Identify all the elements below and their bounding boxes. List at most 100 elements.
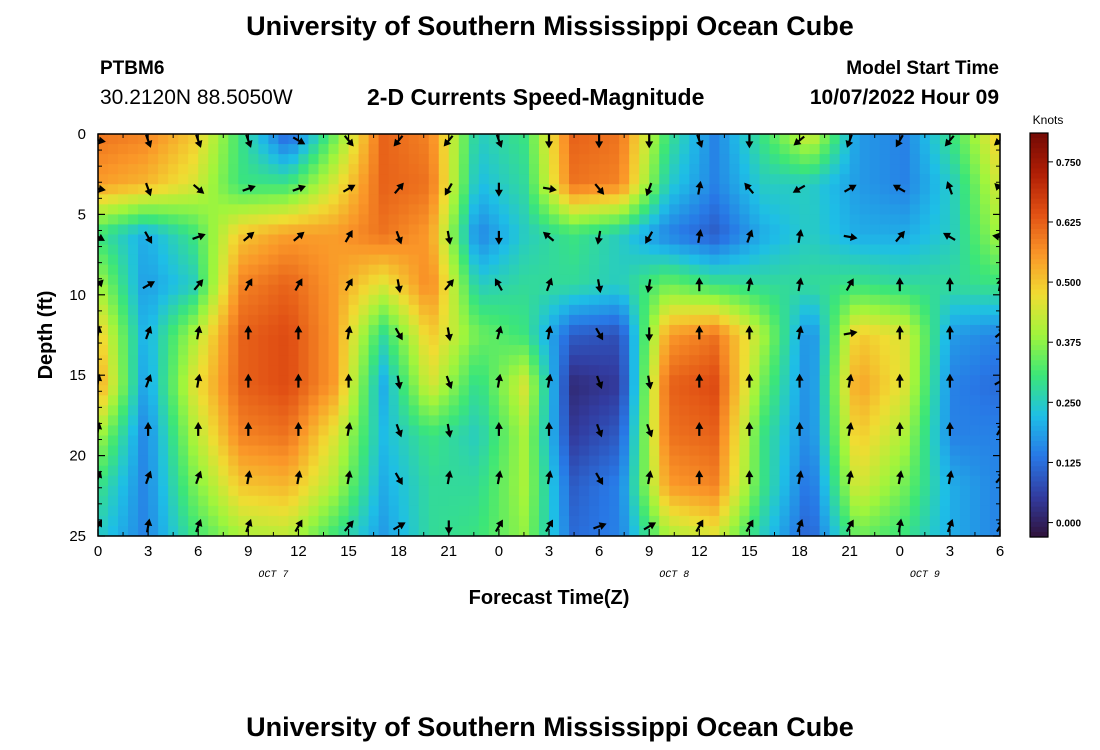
heatmap-cell: [408, 485, 420, 497]
heatmap-cell: [779, 264, 791, 276]
heatmap-cell: [859, 244, 871, 256]
heatmap-cell: [769, 385, 781, 396]
heatmap-cell: [508, 284, 520, 296]
heatmap-cell: [569, 455, 580, 467]
heatmap-cell: [669, 405, 680, 416]
heatmap-cell: [538, 224, 550, 236]
heatmap-cell: [719, 435, 730, 447]
heatmap-cell: [278, 525, 290, 536]
heatmap-cell: [478, 184, 490, 195]
heatmap-cell: [388, 395, 400, 406]
heatmap-cell: [719, 475, 730, 487]
heatmap-cell: [268, 525, 279, 536]
heatmap-cell: [779, 174, 791, 185]
heatmap-cell: [278, 445, 290, 457]
heatmap-cell: [438, 465, 450, 477]
heatmap-cell: [609, 244, 620, 256]
heatmap-cell: [809, 154, 821, 165]
heatmap-cell: [418, 134, 430, 145]
heatmap-cell: [969, 324, 981, 336]
heatmap-cell: [829, 505, 841, 517]
heatmap-cell: [248, 314, 259, 326]
heatmap-cell: [98, 465, 109, 477]
heatmap-cell: [538, 375, 550, 386]
heatmap-cell: [759, 505, 771, 517]
heatmap-cell: [98, 385, 109, 396]
heatmap-cell: [328, 345, 340, 356]
heatmap-cell: [739, 264, 751, 276]
heatmap-cell: [448, 184, 460, 195]
heatmap-cell: [538, 324, 550, 336]
heatmap-cell: [308, 224, 320, 236]
heatmap-cell: [308, 314, 320, 326]
heatmap-cell: [639, 294, 650, 306]
heatmap-cell: [689, 445, 700, 457]
heatmap-cell: [899, 164, 911, 175]
heatmap-cell: [388, 435, 400, 447]
heatmap-cell: [388, 204, 400, 215]
heatmap-cell: [368, 274, 380, 286]
heatmap-cell: [889, 335, 901, 346]
heatmap-cell: [989, 244, 1000, 256]
heatmap-cell: [158, 335, 169, 346]
heatmap-cell: [518, 415, 530, 427]
heatmap-cell: [468, 425, 480, 437]
heatmap-cell: [258, 304, 269, 316]
heatmap-cell: [348, 425, 360, 437]
heatmap-cell: [749, 184, 761, 195]
heatmap-cell: [518, 154, 530, 165]
heatmap-cell: [809, 324, 821, 336]
current-arrow: [394, 182, 404, 195]
heatmap-cell: [248, 465, 259, 477]
heatmap-cell: [779, 194, 791, 205]
heatmap-cell: [899, 194, 911, 205]
heatmap-cell: [158, 274, 169, 286]
heatmap-cell: [639, 184, 650, 195]
heatmap-cell: [729, 254, 741, 266]
heatmap-cell: [208, 154, 219, 165]
heatmap-cell: [368, 184, 380, 195]
heatmap-cell: [629, 304, 640, 316]
heatmap-cell: [699, 324, 710, 336]
heatmap-cell: [388, 244, 400, 256]
heatmap-cell: [559, 144, 570, 155]
heatmap-cell: [619, 425, 630, 437]
heatmap-cell: [368, 204, 380, 215]
heatmap-cell: [238, 415, 249, 427]
heatmap-cell: [819, 274, 831, 286]
heatmap-cell: [599, 294, 610, 306]
heatmap-cell: [408, 274, 420, 286]
heatmap-cell: [589, 134, 600, 145]
heatmap-cell: [579, 525, 590, 536]
heatmap-cell: [138, 485, 149, 497]
heatmap-cell: [679, 475, 690, 487]
heatmap-cell: [829, 495, 841, 507]
heatmap-cell: [919, 304, 931, 316]
heatmap-cell: [989, 355, 1000, 366]
heatmap-cell: [829, 274, 841, 286]
heatmap-cell: [849, 174, 861, 185]
heatmap-cell: [819, 345, 831, 356]
heatmap-cell: [559, 224, 570, 236]
heatmap-cell: [168, 395, 179, 406]
heatmap-cell: [809, 335, 821, 346]
heatmap-cell: [238, 495, 249, 507]
heatmap-cell: [318, 224, 330, 236]
heatmap-cell: [328, 375, 340, 386]
heatmap-cell: [208, 525, 219, 536]
heatmap-cell: [408, 395, 420, 406]
heatmap-cell: [549, 284, 560, 296]
heatmap-cell: [488, 224, 500, 236]
heatmap-cell: [318, 355, 330, 366]
heatmap-cell: [699, 304, 710, 316]
heatmap-cell: [498, 154, 510, 165]
heatmap-cell: [368, 345, 380, 356]
heatmap-cell: [799, 304, 811, 316]
heatmap-cell: [919, 385, 931, 396]
heatmap-cell: [478, 254, 490, 266]
heatmap-cell: [298, 345, 310, 356]
heatmap-cell: [969, 515, 981, 527]
heatmap-cell: [128, 455, 139, 467]
heatmap-cell: [879, 345, 891, 356]
heatmap-cell: [629, 495, 640, 507]
